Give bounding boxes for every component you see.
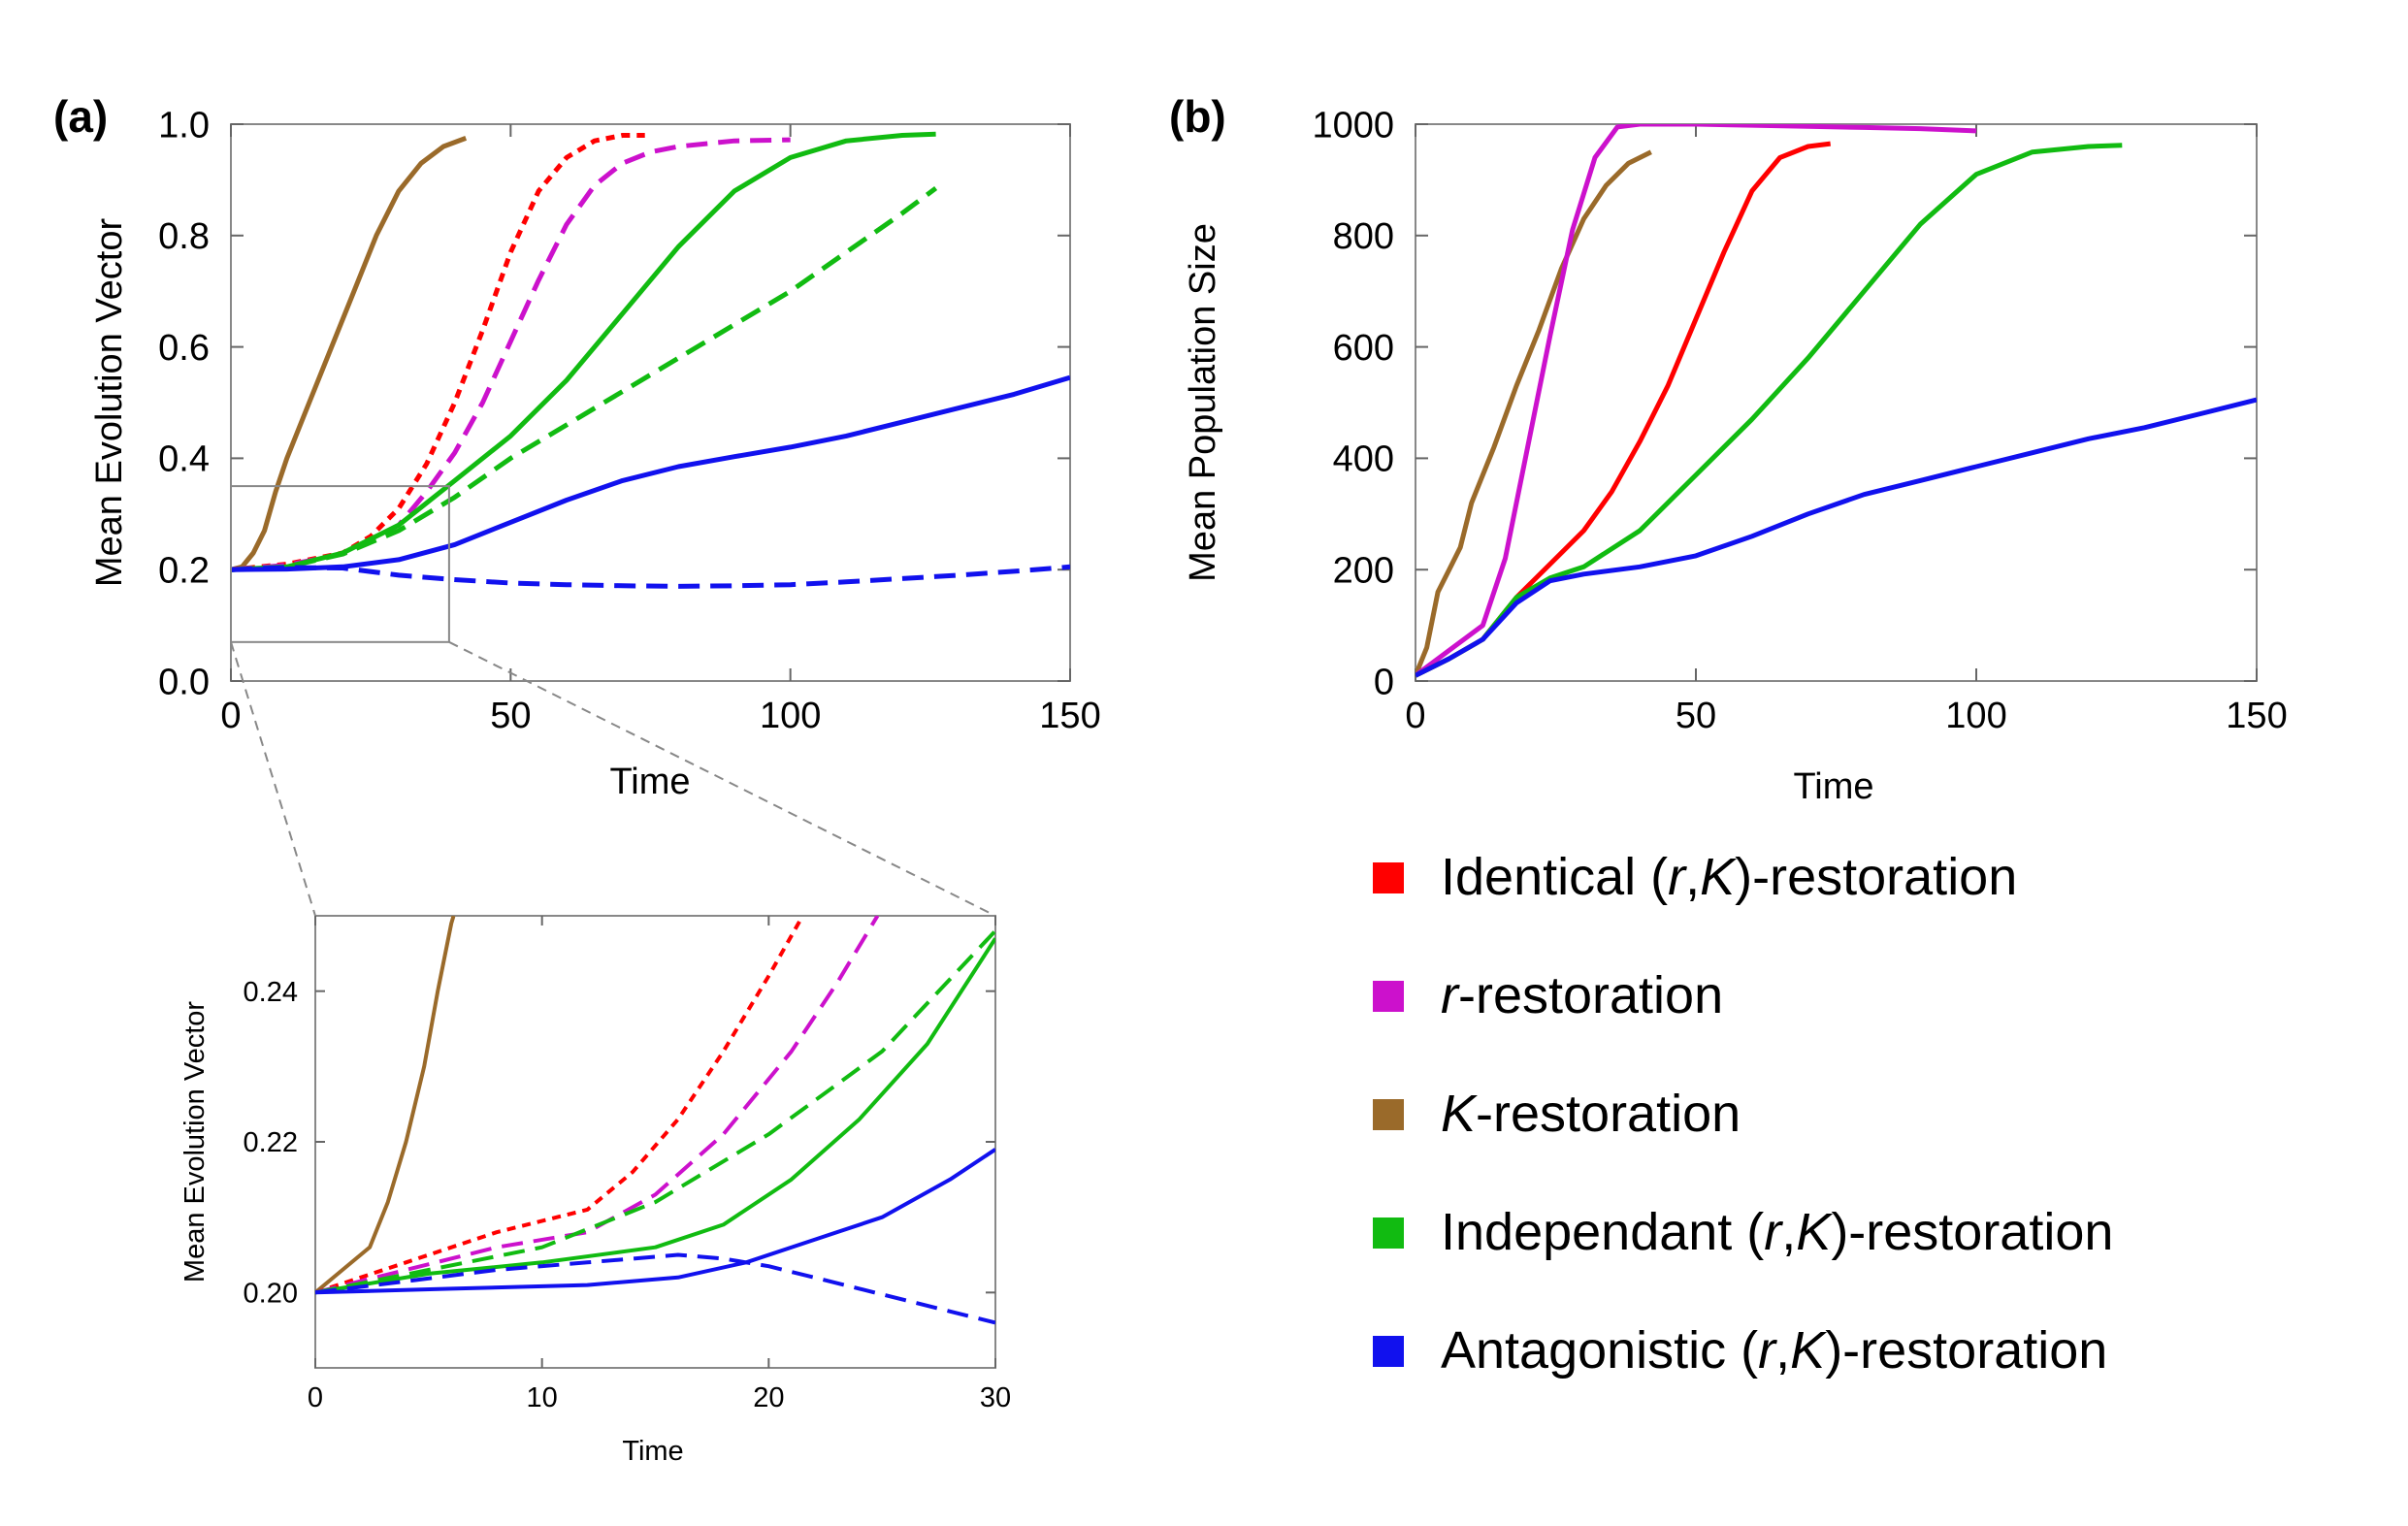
panel-b-ytick-label: 600 [1333, 328, 1394, 369]
panel-a-ytick-label: 0.2 [158, 551, 210, 592]
panel-a-inset-ytick-label: 0.20 [244, 1278, 298, 1309]
panel-b-xlabel: Time [1793, 766, 1873, 807]
legend: Identical (r,K)-restorationr-restoration… [1373, 848, 2113, 1380]
panel-a-xtick-label: 0 [220, 696, 241, 736]
panel-a-xtick-label: 150 [1039, 696, 1100, 736]
panel-b-series-independent-solid [1416, 143, 2123, 678]
panel-b-plot: 0 50 100 150 0 200 400 600 800 1000 Time Mean Popul… [1183, 105, 2288, 807]
legend-swatch-antagonistic [1373, 1336, 1404, 1367]
panel-a-xlabel: Time [609, 762, 690, 802]
panel-a-inset-series-antagonistic-dashed [315, 1252, 995, 1325]
panel-a-ylabel: Mean Evolution Vector [89, 218, 130, 588]
panel-b-ytick-label: 200 [1333, 551, 1394, 592]
legend-label-part: r [1758, 1321, 1777, 1380]
legend-label-part: , [1775, 1321, 1790, 1380]
panel-a-series-independent-dashed [231, 185, 938, 572]
panel-a-ytick-label: 0.4 [158, 439, 210, 480]
legend-label-part: -restoration [1476, 1085, 1741, 1143]
panel-a-plot: 0 50 100 150 0.0 0.2 0.4 0.6 0.8 1.0 Time Mean Evol… [89, 105, 1101, 802]
panel-a-inset-xtick-label: 0 [308, 1382, 323, 1413]
panel-a-inset-ytick-label: 0.24 [244, 977, 298, 1008]
panel-b-ytick-label: 0 [1374, 662, 1394, 702]
legend-label-part: Identical ( [1441, 848, 1668, 906]
legend-label-part: r [1764, 1203, 1783, 1261]
panel-a-inset-xtick-label: 30 [980, 1382, 1011, 1413]
legend-label-part: )-restoration [1831, 1203, 2113, 1261]
legend-swatch-K [1373, 1099, 1404, 1130]
panel-a-series-antagonistic-solid [231, 374, 1070, 572]
panel-a-xtick-label: 100 [760, 696, 821, 736]
panel-a-inset-series-identical-dotted [315, 916, 805, 1295]
panel-b-series-K-solid [1416, 149, 1652, 677]
legend-label-part: r [1441, 966, 1460, 1024]
legend-label-part: )-restoration [1735, 848, 2017, 906]
panel-a-frame [230, 123, 1071, 682]
panel-a-xtick-label: 50 [490, 696, 531, 736]
zoom-guides [230, 640, 996, 917]
legend-label-part: -restoration [1458, 966, 1723, 1024]
legend-label-part: K [1700, 848, 1737, 906]
legend-label-part: , [1781, 1203, 1796, 1261]
panel-a-inset-frame [314, 915, 996, 1369]
legend-swatch-r [1373, 981, 1404, 1012]
legend-label-part: K [1796, 1203, 1833, 1261]
panel-a-series-K-solid [231, 136, 468, 572]
panel-a-series-r-dashed [231, 137, 791, 572]
legend-label-part: , [1685, 848, 1700, 906]
zoom-guide-left [230, 641, 316, 917]
panel-a-inset-series-independent-dashed [315, 929, 995, 1295]
panel-a-series-identical-dotted [231, 133, 645, 572]
legend-label-part: )-restoration [1825, 1321, 2107, 1380]
panel-b-series-r-solid [1416, 124, 1977, 678]
panel-b-series-identical-solid [1416, 141, 1832, 678]
panel-a-inset-xtick-label: 10 [527, 1382, 558, 1413]
legend-label-part: Antagonistic ( [1441, 1321, 1758, 1380]
legend-label-part: r [1668, 848, 1687, 906]
panel-a-inset-plot: 0 10 20 30 0.20 0.22 0.24 Time Mean Evolution Ve… [179, 915, 1011, 1467]
legend-label-K: K-restoration [1441, 1085, 1741, 1143]
legend-label-part: K [1441, 1085, 1478, 1143]
panel-a-ytick-label: 1.0 [158, 105, 210, 146]
panel-b-frame [1415, 123, 2258, 682]
legend-label-antagonistic: Antagonistic (r,K)-restoration [1441, 1321, 2107, 1380]
panel-b-series-antagonistic-solid [1416, 397, 2257, 678]
panel-a-inset-xlabel: Time [622, 1436, 683, 1467]
legend-label-r: r-restoration [1441, 966, 1723, 1024]
panel-a-inset-series-independent-solid [315, 937, 995, 1295]
panel-b-ylabel: Mean Population Size [1183, 223, 1223, 582]
panel-a-ytick-label: 0.0 [158, 662, 210, 702]
panel-b-ytick-label: 1000 [1312, 105, 1394, 146]
panel-a-ytick-label: 0.6 [158, 328, 210, 369]
panel-b-ytick-label: 400 [1333, 439, 1394, 480]
zoom-guide-right [448, 640, 996, 917]
legend-swatch-independent [1373, 1218, 1404, 1249]
panel-a-inset-ylabel: Mean Evolution Vector [179, 1001, 211, 1283]
zoom-box [230, 485, 450, 643]
legend-label-part: K [1790, 1321, 1827, 1380]
panel-b-ytick-label: 800 [1333, 216, 1394, 257]
panel-b-xtick-label: 100 [1945, 696, 2006, 736]
panel-b-label: (b) [1169, 91, 1226, 142]
panel-a-series-independent-solid [231, 131, 936, 572]
panel-a-inset-series-K-solid [315, 916, 456, 1294]
legend-swatch-identical [1373, 862, 1404, 893]
panel-a-series-antagonistic-dashed [231, 564, 1070, 589]
legend-label-identical: Identical (r,K)-restoration [1441, 848, 2017, 906]
legend-label-part: Independant ( [1441, 1203, 1764, 1261]
panel-a-label: (a) [53, 91, 108, 142]
panel-a-ytick-label: 0.8 [158, 216, 210, 257]
panel-a-inset-ytick-label: 0.22 [244, 1127, 298, 1158]
legend-label-independent: Independant (r,K)-restoration [1441, 1203, 2113, 1261]
panel-a-inset-series-r-dashed [315, 916, 880, 1295]
panel-b-xtick-label: 0 [1405, 696, 1425, 736]
panel-b-xtick-label: 150 [2226, 696, 2287, 736]
panel-b-xtick-label: 50 [1676, 696, 1716, 736]
panel-a-inset-xtick-label: 20 [753, 1382, 784, 1413]
